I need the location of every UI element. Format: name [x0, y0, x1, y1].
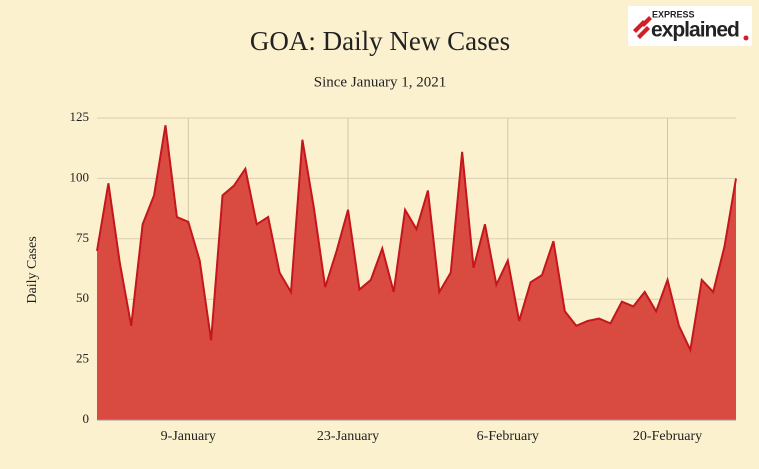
logo: EXPRESS explained — [628, 6, 752, 46]
logo-icon — [633, 16, 652, 39]
logo-box — [628, 6, 752, 46]
chart-title: GOA: Daily New Cases — [250, 26, 510, 56]
logo-main: explained — [651, 19, 739, 42]
x-tick-label: 23-January — [317, 429, 379, 444]
chart-subtitle: Since January 1, 2021 — [314, 74, 446, 90]
logo-top: EXPRESS — [652, 9, 695, 19]
y-tick-label: 125 — [70, 109, 90, 124]
x-tick-label: 9-January — [161, 429, 216, 444]
y-tick-label: 0 — [83, 411, 90, 426]
x-tick-label: 20-February — [633, 429, 702, 444]
y-tick-label: 100 — [70, 169, 90, 184]
logo-dot — [743, 35, 749, 41]
line — [96, 125, 737, 354]
y-tick-label: 25 — [76, 351, 89, 366]
x-tick-label: 6-February — [477, 429, 539, 444]
y-tick-label: 50 — [76, 290, 89, 305]
y-axis-label: Daily Cases — [25, 236, 40, 303]
y-tick-label: 75 — [76, 230, 89, 245]
area — [97, 125, 736, 421]
